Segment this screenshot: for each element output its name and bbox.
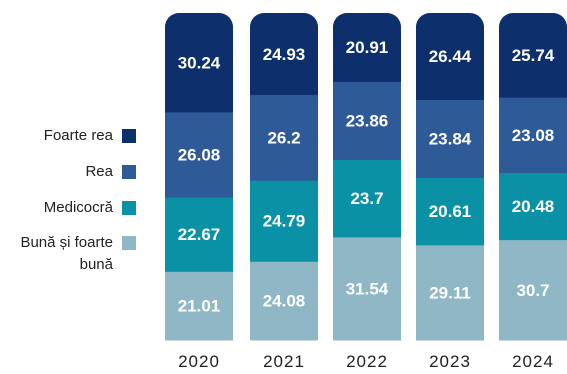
legend-swatch-medicocra <box>122 201 136 215</box>
data-label-2021-foarte-rea: 24.93 <box>263 45 306 64</box>
data-label-2023-rea: 23.84 <box>429 129 472 148</box>
bar-segment-2021-rea <box>250 94 318 181</box>
bar-segment-2022-rea <box>333 81 401 160</box>
x-tick-label-2022: 2022 <box>346 352 388 371</box>
bar-segment-2023-foarte-rea <box>416 13 484 100</box>
bar-group-2021 <box>250 13 318 341</box>
bar-segment-2024-medicocra <box>499 172 567 241</box>
data-label-2023-buna-si-foarte-buna: 29.11 <box>429 283 471 302</box>
data-label-2022-buna-si-foarte-buna: 31.54 <box>346 279 389 298</box>
x-tick-label-2024: 2024 <box>512 352 554 371</box>
data-label-2024-medicocra: 20.48 <box>512 197 555 216</box>
legend-label-medicocra: Medicocră <box>43 199 113 216</box>
bar-segment-2020-foarte-rea <box>165 13 233 113</box>
legend-item-foarte-rea: Foarte rea <box>10 125 136 147</box>
bar-segment-2020-buna-si-foarte-buna <box>165 271 233 341</box>
x-tick-label-2023: 2023 <box>429 352 471 371</box>
data-label-2022-foarte-rea: 20.91 <box>346 38 389 57</box>
legend-item-buna-si-foarte-buna: Bună și foarte bună <box>2 232 136 276</box>
bar-segment-2020-medicocra <box>165 197 233 272</box>
legend-label-buna-si-foarte-buna: Bună și foarte bună <box>20 234 113 273</box>
data-label-2023-medicocra: 20.61 <box>429 202 472 221</box>
bar-segment-2022-foarte-rea <box>333 13 401 82</box>
bar-segment-2022-buna-si-foarte-buna <box>333 236 401 341</box>
x-tick-label-2020: 2020 <box>178 352 220 371</box>
data-label-2020-medicocra: 22.67 <box>178 225 221 244</box>
bar-group-2020 <box>165 13 233 341</box>
data-label-2021-medicocra: 24.79 <box>263 212 306 231</box>
legend-swatch-foarte-rea <box>122 129 136 143</box>
bar-segment-2024-foarte-rea <box>499 13 567 98</box>
data-label-2022-rea: 23.86 <box>346 111 389 130</box>
legend-swatch-buna-si-foarte-buna <box>122 236 136 250</box>
data-label-2022-medicocra: 23.7 <box>350 189 383 208</box>
bar-segment-2021-medicocra <box>250 180 318 262</box>
legend-label-foarte-rea: Foarte rea <box>43 127 113 144</box>
legend-label-rea: Rea <box>85 163 113 180</box>
bar-segment-2020-rea <box>165 111 233 198</box>
data-label-2024-foarte-rea: 25.74 <box>512 46 555 65</box>
data-label-2020-foarte-rea: 30.24 <box>178 53 221 72</box>
bar-group-2023 <box>416 13 484 341</box>
data-label-2020-rea: 26.08 <box>178 146 221 165</box>
data-label-2024-buna-si-foarte-buna: 30.7 <box>516 281 549 300</box>
bar-segment-2022-medicocra <box>333 159 401 238</box>
bar-segment-2023-rea <box>416 99 484 178</box>
bar-segment-2024-buna-si-foarte-buna <box>499 239 567 341</box>
legend-swatch-rea <box>122 165 136 179</box>
data-label-2023-foarte-rea: 26.44 <box>429 47 472 66</box>
legend-item-rea: Rea <box>10 161 136 183</box>
bar-segment-2023-medicocra <box>416 177 484 246</box>
bar-segment-2021-foarte-rea <box>250 13 318 96</box>
data-label-2024-rea: 23.08 <box>512 126 555 145</box>
bar-segment-2023-buna-si-foarte-buna <box>416 244 484 341</box>
legend-item-medicocra: Medicocră <box>10 197 136 219</box>
bar-segment-2021-buna-si-foarte-buna <box>250 261 318 341</box>
data-label-2021-rea: 26.2 <box>267 128 300 147</box>
x-tick-label-2021: 2021 <box>263 352 305 371</box>
data-label-2021-buna-si-foarte-buna: 24.08 <box>263 292 306 311</box>
bar-group-2022 <box>333 13 401 341</box>
bar-group-2024 <box>499 13 567 341</box>
data-label-2020-buna-si-foarte-buna: 21.01 <box>178 297 221 316</box>
bar-segment-2024-rea <box>499 97 567 174</box>
